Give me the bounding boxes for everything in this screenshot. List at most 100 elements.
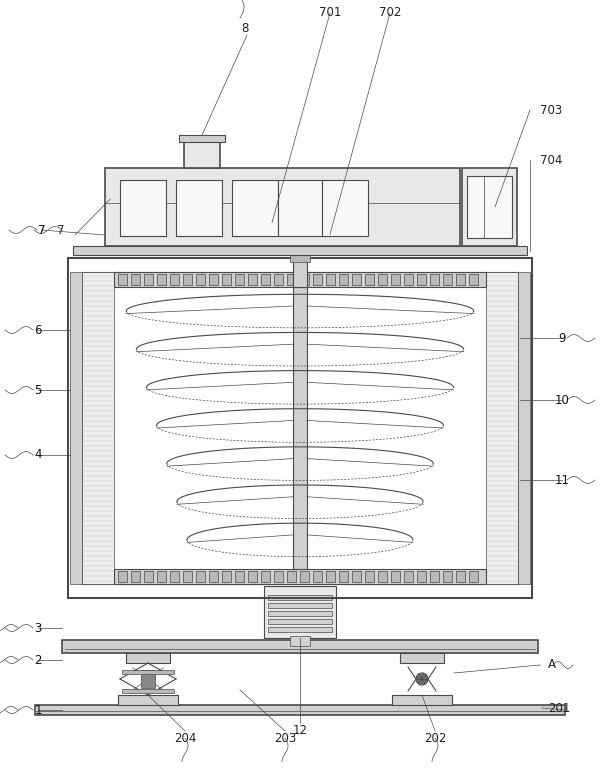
- Bar: [170, 571, 179, 582]
- Text: 704: 704: [540, 154, 562, 166]
- Bar: [196, 571, 205, 582]
- Text: 5: 5: [34, 383, 41, 397]
- Bar: [184, 142, 220, 168]
- Text: 703: 703: [540, 104, 562, 117]
- Bar: [278, 180, 324, 236]
- Bar: [339, 274, 348, 285]
- Bar: [114, 272, 486, 287]
- Bar: [248, 274, 257, 285]
- Bar: [222, 571, 231, 582]
- Text: 9: 9: [558, 332, 566, 345]
- Bar: [35, 705, 565, 715]
- Bar: [82, 272, 518, 584]
- Text: 204: 204: [174, 731, 196, 744]
- Text: 6: 6: [34, 323, 42, 336]
- Text: A: A: [548, 659, 556, 672]
- Bar: [290, 636, 310, 646]
- Bar: [122, 670, 174, 674]
- Bar: [209, 571, 218, 582]
- Bar: [352, 571, 361, 582]
- Bar: [293, 287, 307, 569]
- Bar: [274, 571, 283, 582]
- Bar: [196, 274, 205, 285]
- Bar: [486, 272, 518, 584]
- Bar: [378, 274, 387, 285]
- Text: 1: 1: [34, 703, 42, 717]
- Bar: [170, 274, 179, 285]
- Text: 7: 7: [58, 223, 65, 237]
- Bar: [268, 627, 332, 632]
- Bar: [261, 274, 270, 285]
- Bar: [417, 274, 426, 285]
- Bar: [404, 571, 413, 582]
- Bar: [268, 611, 332, 616]
- Bar: [300, 571, 309, 582]
- Text: 201: 201: [548, 702, 571, 714]
- Bar: [118, 274, 127, 285]
- Bar: [114, 569, 486, 584]
- Bar: [118, 571, 127, 582]
- Bar: [287, 274, 296, 285]
- Text: 4: 4: [34, 448, 42, 461]
- Bar: [313, 274, 322, 285]
- Text: 3: 3: [34, 621, 41, 635]
- Bar: [456, 274, 465, 285]
- Bar: [157, 274, 166, 285]
- Bar: [235, 274, 244, 285]
- Bar: [322, 180, 368, 236]
- Bar: [70, 272, 82, 584]
- Bar: [183, 274, 192, 285]
- Bar: [264, 586, 336, 638]
- Bar: [268, 595, 332, 600]
- Bar: [462, 168, 517, 246]
- Bar: [248, 571, 257, 582]
- Bar: [287, 571, 296, 582]
- Bar: [235, 571, 244, 582]
- Bar: [404, 274, 413, 285]
- Bar: [274, 274, 283, 285]
- Bar: [144, 571, 153, 582]
- Bar: [313, 571, 322, 582]
- Bar: [183, 571, 192, 582]
- Bar: [469, 571, 478, 582]
- Text: 702: 702: [379, 6, 401, 19]
- Bar: [365, 571, 374, 582]
- Text: 2: 2: [34, 653, 42, 666]
- Text: 7: 7: [38, 223, 46, 237]
- Bar: [456, 571, 465, 582]
- Bar: [290, 254, 310, 262]
- Bar: [365, 274, 374, 285]
- Bar: [339, 571, 348, 582]
- Bar: [392, 695, 452, 705]
- Bar: [179, 135, 225, 142]
- Bar: [467, 176, 512, 238]
- Bar: [62, 640, 538, 653]
- Bar: [378, 571, 387, 582]
- Bar: [352, 274, 361, 285]
- Bar: [391, 274, 400, 285]
- Text: 203: 203: [274, 731, 296, 744]
- Text: 10: 10: [554, 393, 569, 407]
- Bar: [131, 274, 140, 285]
- Bar: [68, 258, 532, 598]
- Bar: [326, 274, 335, 285]
- Bar: [300, 274, 309, 285]
- Text: 8: 8: [241, 22, 248, 35]
- Bar: [141, 670, 155, 688]
- Bar: [105, 168, 460, 246]
- Bar: [469, 274, 478, 285]
- Bar: [443, 571, 452, 582]
- Bar: [118, 695, 178, 705]
- Bar: [232, 180, 278, 236]
- Bar: [120, 180, 166, 236]
- Text: 12: 12: [293, 724, 308, 737]
- Bar: [126, 653, 170, 663]
- Bar: [122, 689, 174, 693]
- Bar: [430, 274, 439, 285]
- Circle shape: [417, 674, 427, 684]
- Bar: [268, 603, 332, 608]
- Bar: [293, 257, 307, 287]
- Bar: [261, 571, 270, 582]
- Text: 11: 11: [554, 474, 569, 486]
- Bar: [82, 272, 114, 584]
